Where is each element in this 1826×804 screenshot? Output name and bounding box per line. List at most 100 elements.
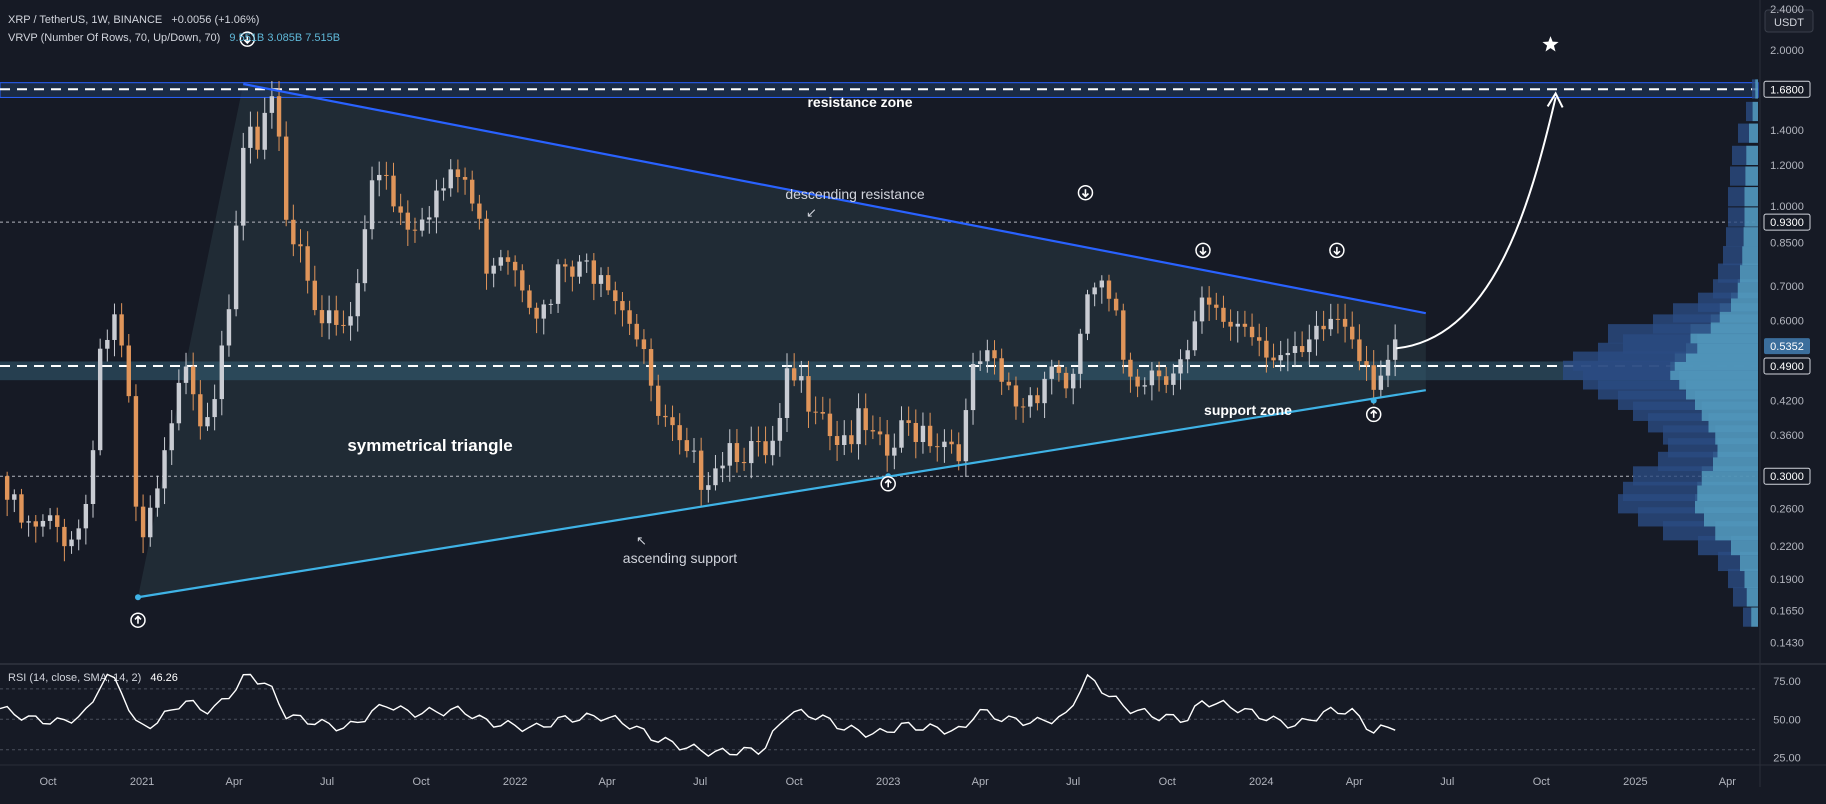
candle-down (1214, 304, 1219, 308)
zones-layer (0, 82, 1759, 598)
vrvp-line[interactable]: VRVP (Number Of Rows, 70, Up/Down, 70) 9… (8, 32, 340, 44)
candle-up (541, 304, 546, 319)
candle-down (470, 179, 475, 204)
candle-up (1092, 287, 1097, 295)
volume-profile-bar-up (1743, 227, 1758, 247)
candle-up (784, 368, 790, 418)
candle-down (913, 422, 918, 443)
candle-down (391, 175, 396, 207)
candle-down (1342, 318, 1348, 327)
candle-down (198, 394, 203, 427)
candle-down (512, 261, 518, 271)
candle-up (770, 440, 775, 456)
candle-up (777, 417, 783, 441)
candle-down (62, 526, 67, 547)
descending-pointer-icon: ↙ (806, 205, 817, 220)
time-tick-label: Oct (1159, 776, 1176, 788)
candle-down (19, 494, 24, 523)
candle-down (570, 266, 575, 277)
rsi-header[interactable]: RSI (14, close, SMA, 14, 2) 46.26 (8, 672, 178, 684)
candle-up (577, 261, 582, 277)
symmetrical-triangle-label: symmetrical triangle (347, 436, 512, 455)
symbol-line[interactable]: XRP / TetherUS, 1W, BINANCE +0.0056 (+1.… (8, 14, 259, 26)
candle-down (834, 436, 840, 446)
candle-down (870, 430, 876, 432)
candle-up (598, 275, 604, 284)
rsi-value: 46.26 (150, 672, 178, 684)
candle-up (69, 539, 74, 547)
price-level-tag (1763, 357, 1811, 375)
candle-down (1264, 340, 1269, 358)
time-axis[interactable]: Oct 2021 Apr Jul Oct 2022 Apr Jul Oct 2023 Apr Jul O… (39, 776, 1736, 788)
price-tick-label: 0.4200 (1770, 396, 1804, 408)
time-tick-label: Apr (972, 776, 989, 788)
candle-up (1028, 395, 1033, 407)
candle-up (548, 303, 554, 305)
candle-down (283, 136, 289, 220)
candle-up (83, 503, 89, 529)
current-price-tag (1764, 338, 1810, 355)
candle-up (720, 465, 725, 469)
time-tick-label: Jul (1440, 776, 1454, 788)
candle-down (455, 169, 461, 178)
candle-down (305, 246, 310, 281)
candle-down (634, 323, 639, 340)
candle-down (398, 206, 403, 213)
candle-up (226, 309, 232, 346)
rsi-label: RSI (14, close, SMA, 14, 2) (8, 672, 141, 684)
candle-up (376, 174, 382, 181)
price-axis[interactable]: 2.4000 2.0000 1.6800 1.4000 1.2000 1.0000 0.93… (1763, 4, 1811, 650)
candle-down (1006, 381, 1012, 386)
candle-down (505, 257, 511, 262)
time-tick-label: Oct (1533, 776, 1550, 788)
candle-up (727, 443, 732, 466)
candle-down (627, 310, 632, 324)
candle-up (162, 450, 167, 489)
candle-down (33, 521, 38, 527)
candle-up (269, 96, 275, 113)
candle-down (1035, 395, 1040, 404)
marker-arrow-head (884, 478, 892, 484)
currency-unit-box[interactable] (1764, 9, 1814, 33)
candle-down (656, 385, 661, 416)
candle-up (491, 265, 496, 274)
ascending-support-line (137, 389, 1426, 599)
candle-up (233, 225, 239, 310)
candle-down (484, 218, 489, 274)
candle-up (498, 257, 504, 266)
candle-down (698, 450, 704, 490)
ascending-pointer-icon: ↖ (636, 533, 647, 548)
candle-down (133, 396, 139, 507)
candle-down (827, 413, 833, 437)
candle-up (169, 423, 174, 451)
candle-down (55, 515, 60, 527)
candles-layer[interactable] (4, 81, 1398, 562)
price-tick-label: 0.9300 (1770, 217, 1804, 229)
candle-down (877, 431, 883, 435)
candle-down (992, 350, 997, 359)
candle-up (584, 260, 589, 262)
resistance-zone-label: resistance zone (807, 94, 912, 110)
candle-up (355, 283, 360, 317)
volume-profile-bar-up (1744, 187, 1758, 207)
candle-up (1278, 355, 1283, 361)
time-tick-label: Apr (225, 776, 242, 788)
candle-up (112, 314, 117, 340)
candle-down (1013, 385, 1019, 407)
candle-up (1314, 325, 1319, 340)
volume-profile-bar-up (1744, 207, 1758, 227)
symbol-name: XRP / TetherUS, 1W, BINANCE (8, 14, 162, 26)
support-zone-label: support zone (1204, 402, 1292, 418)
time-tick-label: 2025 (1623, 776, 1647, 788)
candle-up (241, 147, 246, 226)
candle-up (713, 468, 718, 486)
candle-down (1156, 370, 1162, 377)
candle-down (1113, 298, 1119, 311)
time-tick-label: 2022 (503, 776, 527, 788)
marker-arrow-head (1199, 250, 1207, 256)
candle-down (119, 314, 124, 346)
candle-down (1249, 326, 1255, 338)
candle-down (462, 177, 468, 180)
candle-up (1171, 373, 1176, 385)
time-tick-label: Jul (693, 776, 707, 788)
